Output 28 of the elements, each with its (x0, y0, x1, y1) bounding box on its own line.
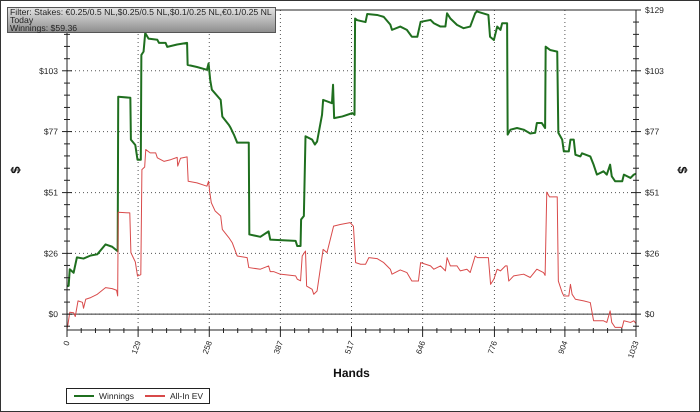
legend-label: All-In EV (170, 391, 204, 401)
y2-tick-label: $51 (645, 188, 660, 198)
y-tick-label: $0 (48, 309, 58, 320)
y-tick-label: $77 (44, 126, 58, 137)
x-tick-label: 258 (200, 338, 214, 356)
x-tick-label: 517 (342, 338, 356, 356)
x-tick-label: 904 (556, 338, 570, 356)
y-tick-label: $51 (44, 188, 58, 198)
x-tick-label: 646 (414, 338, 428, 356)
y-tick-label: $26 (44, 248, 58, 258)
y2-tick-label: $77 (645, 126, 660, 137)
y2-tick-label: $0 (645, 309, 655, 320)
x-tick-label: 0 (61, 338, 72, 347)
x-tick-label: 387 (272, 338, 285, 356)
x-tick-label: 1033 (626, 338, 640, 360)
annotation: Winnings: $59.36 (10, 23, 78, 33)
y2-tick-label: $129 (645, 5, 664, 15)
text: Today (10, 15, 34, 25)
chart-title: Filter: Stakes: €0.25/0.5 NL,$0.25/0.5 NL,$0.1/0.25 NL,€0.1/0.25 NL (10, 7, 272, 17)
x-axis-title: Hands (333, 366, 370, 380)
x-tick-label: 776 (486, 338, 499, 356)
y-tick-label: $103 (39, 66, 58, 76)
y2-tick-label: $26 (645, 248, 660, 258)
legend-label: Winnings (99, 391, 134, 401)
y2-tick-label: $103 (645, 66, 664, 76)
y2-axis-title: $ (676, 166, 690, 174)
x-tick-label: 129 (129, 338, 143, 356)
y-axis-title: $ (8, 166, 22, 174)
